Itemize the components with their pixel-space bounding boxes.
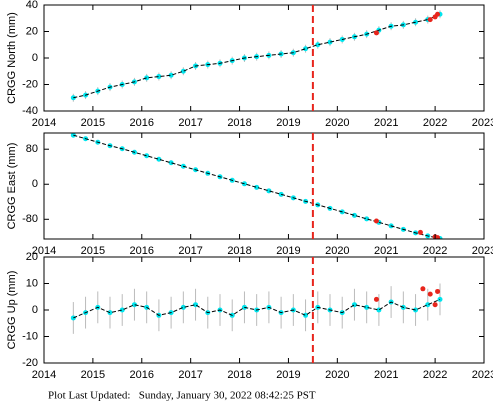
plot-area bbox=[70, 133, 443, 239]
x-tick-label: 2019 bbox=[276, 369, 300, 381]
y-tick-label: 10 bbox=[26, 277, 38, 289]
x-tick-label: 2017 bbox=[178, 117, 202, 129]
data-point bbox=[435, 11, 441, 17]
x-tick-label: 2014 bbox=[32, 245, 56, 257]
y-tick-label: -20 bbox=[22, 357, 38, 369]
y-tick-label: 0 bbox=[32, 52, 38, 64]
data-point bbox=[425, 302, 431, 308]
model-line bbox=[73, 134, 441, 239]
data-point bbox=[432, 302, 438, 308]
x-tick-label: 2023 bbox=[472, 245, 493, 257]
data-point bbox=[156, 74, 162, 80]
x-tick-label: 2018 bbox=[227, 369, 251, 381]
x-tick-label: 2015 bbox=[81, 245, 105, 257]
data-point bbox=[315, 42, 321, 48]
data-point bbox=[435, 288, 441, 294]
y-axis-label: CRGG Up (mm) bbox=[6, 271, 18, 350]
x-tick-label: 2015 bbox=[81, 369, 105, 381]
data-point bbox=[373, 30, 379, 36]
data-point bbox=[131, 302, 137, 308]
y-tick-label: 80 bbox=[26, 143, 38, 155]
x-tick-label: 2018 bbox=[227, 117, 251, 129]
footer: Plot Last Updated: Sunday, January 30, 2… bbox=[48, 390, 316, 402]
data-point bbox=[420, 286, 426, 292]
x-tick-label: 2022 bbox=[423, 117, 447, 129]
data-point bbox=[435, 235, 441, 239]
plot-area bbox=[70, 10, 443, 102]
data-point bbox=[351, 212, 357, 218]
y-tick-label: -20 bbox=[22, 78, 38, 90]
data-point bbox=[427, 17, 433, 23]
x-tick-label: 2022 bbox=[423, 245, 447, 257]
data-point bbox=[364, 304, 370, 310]
x-tick-label: 2021 bbox=[374, 369, 398, 381]
plot-frame bbox=[43, 4, 485, 112]
x-tick-label: 2020 bbox=[325, 369, 349, 381]
x-tick-label: 2020 bbox=[325, 117, 349, 129]
data-point bbox=[254, 184, 260, 190]
x-tick-label: 2019 bbox=[276, 245, 300, 257]
data-point bbox=[180, 68, 186, 74]
data-point bbox=[266, 188, 272, 194]
data-point bbox=[327, 39, 333, 45]
data-point bbox=[373, 218, 379, 224]
x-tick-label: 2017 bbox=[178, 245, 202, 257]
x-tick-label: 2020 bbox=[325, 245, 349, 257]
x-tick-label: 2015 bbox=[81, 117, 105, 129]
y-axis-label: CRGG East (mm) bbox=[6, 143, 18, 230]
data-point bbox=[373, 296, 379, 302]
x-tick-label: 2014 bbox=[32, 369, 56, 381]
y-tick-label: 20 bbox=[26, 251, 38, 263]
y-tick-label: 0 bbox=[32, 178, 38, 190]
plot-frame bbox=[43, 132, 485, 240]
x-tick-label: 2021 bbox=[374, 245, 398, 257]
x-tick-label: 2021 bbox=[374, 117, 398, 129]
x-tick-label: 2023 bbox=[472, 117, 493, 129]
model-line bbox=[73, 13, 441, 99]
y-tick-label: -80 bbox=[22, 213, 38, 225]
data-point bbox=[303, 312, 309, 318]
plot-area bbox=[70, 283, 443, 334]
y-tick-label: 40 bbox=[26, 0, 38, 11]
data-point bbox=[417, 229, 423, 235]
data-point bbox=[119, 307, 125, 313]
y-tick-label: 0 bbox=[32, 304, 38, 316]
y-axis-label: CRGG North (mm) bbox=[6, 12, 18, 104]
data-point bbox=[156, 156, 162, 162]
x-tick-label: 2016 bbox=[130, 245, 154, 257]
x-tick-label: 2022 bbox=[423, 369, 447, 381]
data-point bbox=[144, 153, 150, 159]
x-tick-label: 2016 bbox=[130, 117, 154, 129]
data-point bbox=[168, 72, 174, 78]
model-line bbox=[73, 298, 441, 319]
y-tick-label: -10 bbox=[22, 330, 38, 342]
x-tick-label: 2023 bbox=[472, 369, 493, 381]
data-point bbox=[168, 160, 174, 166]
data-point bbox=[427, 291, 433, 297]
y-tick-label: 20 bbox=[26, 25, 38, 37]
x-tick-label: 2014 bbox=[32, 117, 56, 129]
data-point bbox=[144, 75, 150, 81]
x-tick-label: 2017 bbox=[178, 369, 202, 381]
x-tick-label: 2018 bbox=[227, 245, 251, 257]
data-point bbox=[364, 216, 370, 222]
x-tick-label: 2016 bbox=[130, 369, 154, 381]
data-point bbox=[180, 304, 186, 310]
y-tick-label: -40 bbox=[22, 105, 38, 117]
x-tick-label: 2019 bbox=[276, 117, 300, 129]
data-point bbox=[303, 46, 309, 52]
